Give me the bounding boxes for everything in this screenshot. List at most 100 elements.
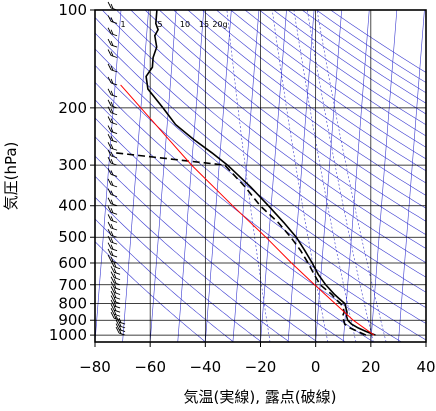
wind-barb — [107, 178, 118, 188]
wind-barb — [110, 286, 121, 295]
y-tick-label: 400 — [58, 197, 87, 215]
wind-barb — [107, 49, 118, 58]
x-tick-label: 40 — [416, 358, 435, 376]
wind-barb — [110, 290, 121, 300]
wind-barb — [107, 116, 118, 125]
dry-adiabat-line — [95, 64, 426, 324]
wind-barb — [107, 133, 118, 143]
mixing-ratio-labels: 1 5 10 15 20g — [120, 20, 227, 29]
temperature-line — [145, 10, 376, 336]
wind-barb — [110, 299, 121, 309]
dry-adiabat-line — [95, 17, 426, 278]
dry-adiabat-line — [95, 218, 234, 342]
wind-barb — [107, 142, 118, 151]
wind-barb — [110, 271, 121, 281]
wind-barb — [107, 125, 118, 135]
wind-barb — [107, 149, 118, 159]
wind-barbs — [107, 1, 126, 336]
dry-adiabat-line — [130, 10, 426, 236]
mixing-ratio-label: 15 — [199, 20, 209, 29]
dry-adiabat-line — [216, 10, 426, 160]
y-tick-label: 500 — [58, 228, 87, 246]
x-tick-label: 20 — [361, 358, 380, 376]
dry-adiabat-line — [95, 241, 206, 342]
y-tick-label: 600 — [58, 254, 87, 272]
dry-adiabat-line — [95, 155, 318, 342]
x-tick-label: −20 — [245, 358, 277, 376]
isotherm-line — [315, 10, 342, 342]
y-tick-label: 900 — [58, 311, 87, 329]
wind-barb — [110, 260, 121, 270]
dry-adiabat-line — [95, 99, 402, 342]
y-tick-label: 800 — [58, 295, 87, 313]
mixing-ratio-label: 1 — [120, 20, 125, 29]
mixing-ratio-label: 5 — [157, 20, 162, 29]
wind-barb — [110, 303, 121, 313]
dry-adiabat-line — [187, 10, 426, 184]
y-tick-label: 700 — [58, 276, 87, 294]
y-tick-label: 100 — [58, 1, 87, 19]
dry-adiabat-line — [230, 10, 426, 148]
dry-adiabat-line — [202, 10, 426, 172]
wind-barb — [107, 63, 118, 73]
mixing-ratio-label: 20g — [212, 20, 227, 29]
dry-adiabat-line — [95, 117, 374, 342]
wind-barb — [110, 295, 121, 305]
wind-barb — [107, 27, 118, 37]
wind-barb — [107, 188, 118, 198]
wind-barb — [107, 38, 118, 48]
dry-adiabat-line — [95, 175, 290, 342]
wind-barb — [107, 242, 118, 252]
isotherm-line — [95, 10, 122, 342]
x-tick-label: 0 — [311, 358, 321, 376]
wind-barb — [110, 266, 121, 275]
dry-adiabat-line — [144, 10, 426, 222]
x-tick-label: −80 — [79, 358, 111, 376]
dewpoint-line — [115, 152, 367, 336]
wind-barb — [107, 254, 118, 264]
x-tick-label: −60 — [134, 358, 166, 376]
isotherm-line — [260, 10, 287, 342]
dry-adiabat-line — [95, 81, 426, 341]
wind-barb — [107, 88, 118, 98]
x-axis-title: 気温(実線), 露点(破線) — [184, 388, 337, 406]
isotherm-line — [205, 10, 232, 342]
wind-barb — [107, 106, 118, 116]
guide-lines — [95, 10, 426, 342]
x-tick-label: −40 — [190, 358, 222, 376]
mixing-ratio-label: 10 — [180, 20, 190, 29]
x-axis: −80 −60 −40 −20 0 20 40 — [79, 342, 436, 376]
dry-adiabat-line — [173, 10, 426, 196]
wind-barb — [107, 168, 118, 177]
y-tick-label: 300 — [58, 156, 87, 174]
dry-adiabat-line — [159, 10, 426, 209]
y-tick-label: 200 — [58, 99, 87, 117]
wind-barb — [110, 281, 121, 291]
isotherm-line — [149, 10, 177, 342]
dry-adiabat-line — [330, 10, 426, 73]
wind-barb — [107, 235, 118, 245]
mixing-ratio-line — [307, 10, 374, 342]
wind-barb — [107, 206, 118, 215]
isotherm-line — [370, 10, 398, 342]
dry-adiabat-line — [101, 10, 426, 264]
wind-barb — [107, 197, 118, 207]
isotherm-line — [342, 10, 370, 342]
wind-barb — [107, 76, 118, 86]
reference_adiabat-line — [120, 84, 375, 336]
wind-barb — [107, 1, 118, 11]
isotherm-line — [398, 10, 425, 342]
isotherm-line — [287, 10, 315, 342]
dry-adiabat-line — [95, 196, 262, 342]
dry-adiabat-line — [95, 32, 426, 293]
dry-adiabat-line — [259, 10, 426, 126]
mixing-ratio-line — [272, 10, 329, 342]
y-axis-title: 気圧(hPa) — [2, 142, 20, 211]
wind-barb — [107, 214, 118, 223]
dry-adiabat-line — [95, 136, 346, 342]
wind-barb — [107, 156, 118, 166]
wind-barb — [107, 15, 118, 24]
isotherm-line — [425, 338, 426, 342]
